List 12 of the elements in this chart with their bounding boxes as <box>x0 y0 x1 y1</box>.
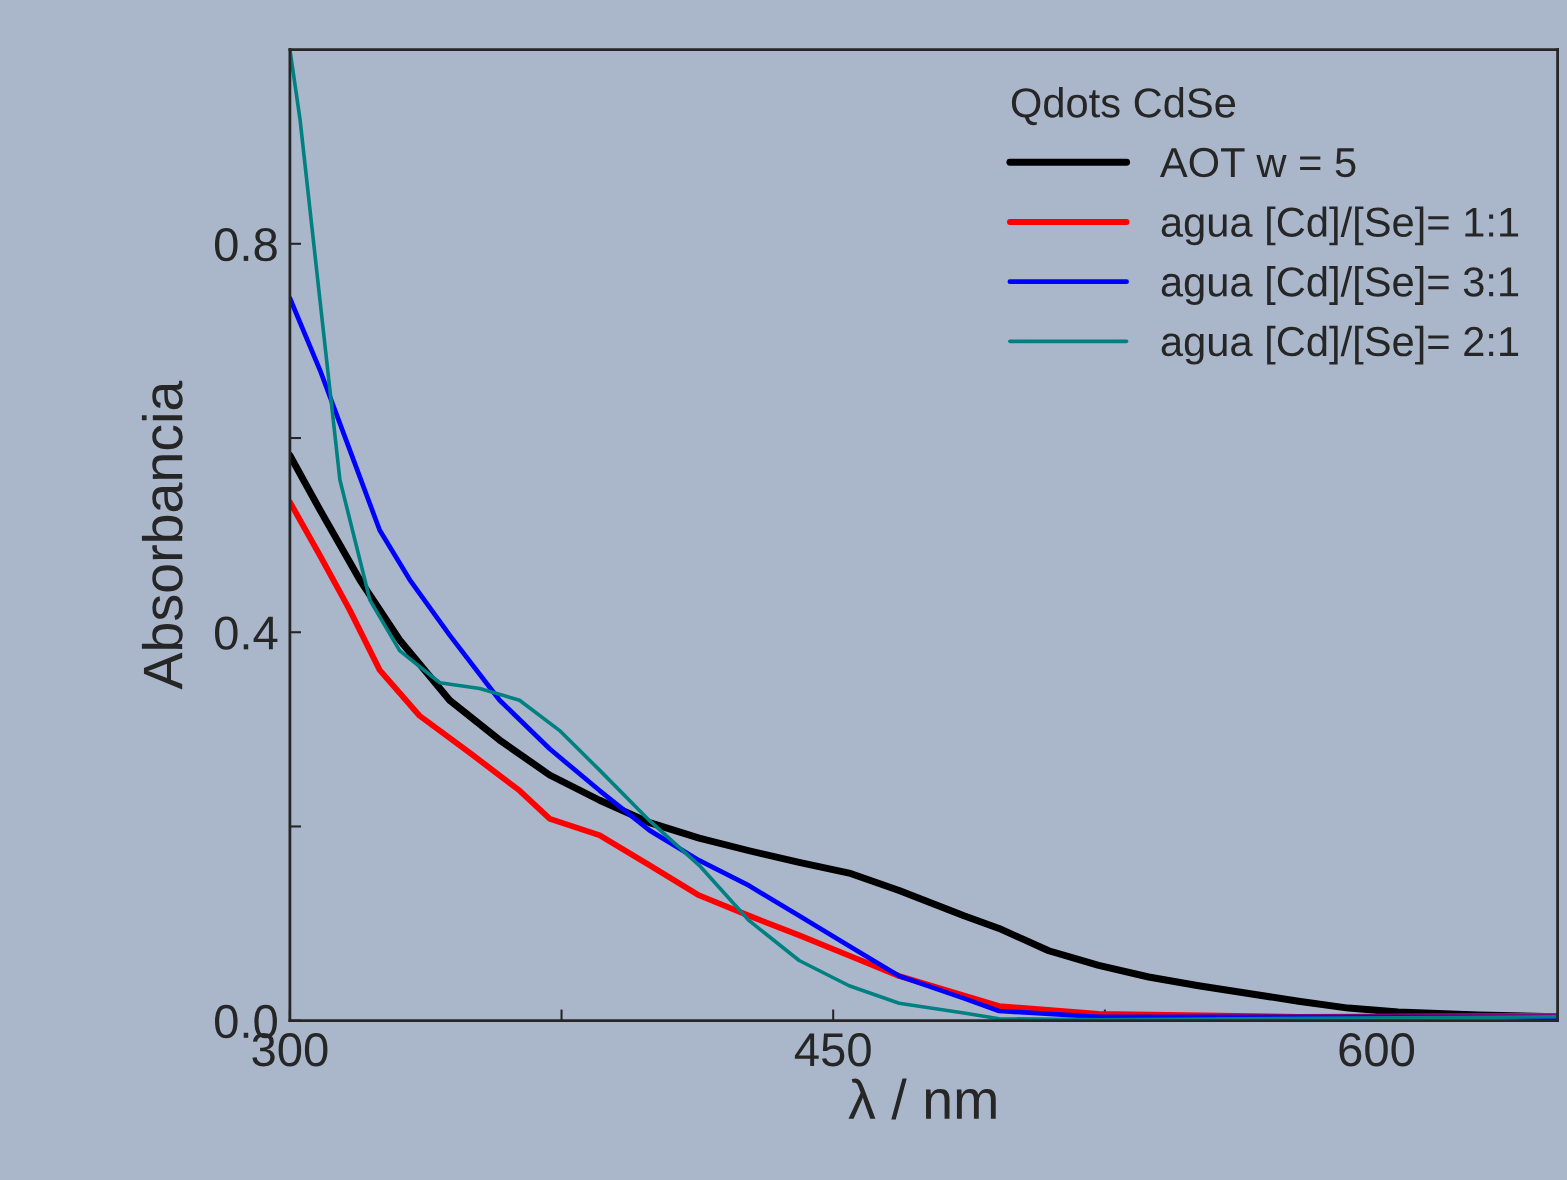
y-tick-label: 0.4 <box>214 616 278 650</box>
x-tick-label: 600 <box>1339 1033 1415 1067</box>
line-series <box>289 49 1558 1021</box>
legend-label: agua [Cd]/[Se]= 1:1 <box>1161 206 1519 246</box>
x-tick-label: 450 <box>794 1033 871 1067</box>
y-axis-title: Absorbancia <box>141 380 183 690</box>
legend-label: AOT w = 5 <box>1159 147 1356 178</box>
legend-label: agua [Cd]/[Se]= 3:1 <box>1161 266 1519 305</box>
legend-label: agua [Cd]/[Se]= 2:1 <box>1161 325 1519 365</box>
y-tick-label: 0.8 <box>214 227 277 262</box>
x-axis-title: λ / nm <box>848 1078 996 1120</box>
legend-title: Qdots CdSe <box>1011 87 1236 126</box>
